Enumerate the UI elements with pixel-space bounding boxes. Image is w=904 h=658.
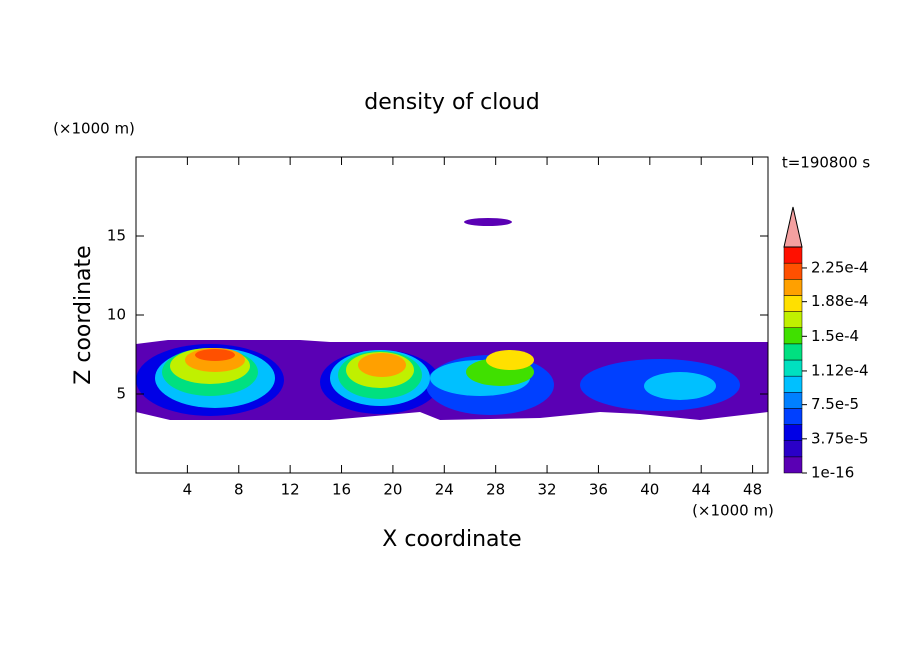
colorbar-band xyxy=(783,424,803,441)
x-tick-label: 32 xyxy=(538,481,557,499)
colorbar-tick-label: 1.88e-4 xyxy=(811,292,869,310)
x-tick-label: 48 xyxy=(743,481,762,499)
colorbar-tick-label: 1.5e-4 xyxy=(811,327,859,345)
colorbar-band xyxy=(783,311,803,328)
x-tick-label: 28 xyxy=(486,481,505,499)
colorbar-tick-label: 1e-16 xyxy=(811,464,854,482)
colorbar-band xyxy=(783,440,803,458)
plot-frame xyxy=(135,156,769,474)
x-tick-label: 40 xyxy=(640,481,659,499)
chart-title: density of cloud xyxy=(364,90,539,115)
colorbar-band xyxy=(783,343,803,361)
colorbar-tick-label: 1.12e-4 xyxy=(811,361,869,379)
colorbar-tick-label: 2.25e-4 xyxy=(811,258,869,276)
colorbar-band xyxy=(783,359,803,377)
colorbar-band xyxy=(783,375,803,393)
colorbar-band xyxy=(783,279,803,296)
x-axis-label: X coordinate xyxy=(382,527,521,552)
x-tick-label: 8 xyxy=(234,481,244,499)
colorbar-band xyxy=(783,262,803,280)
x-unit: (×1000 m) xyxy=(692,502,774,520)
x-tick-label: 36 xyxy=(589,481,608,499)
colorbar-tick-label: 3.75e-5 xyxy=(811,429,869,447)
colorbar-band xyxy=(783,456,803,474)
x-tick-label: 20 xyxy=(383,481,402,499)
x-tick-label: 44 xyxy=(692,481,711,499)
y-tick-label: 10 xyxy=(107,306,126,324)
x-tick-label: 4 xyxy=(183,481,193,499)
x-tick-label: 12 xyxy=(281,481,300,499)
colorbar-band xyxy=(783,246,803,264)
y-tick-label: 15 xyxy=(107,227,126,245)
colorbar-band xyxy=(783,295,803,312)
colorbar-extend xyxy=(783,206,803,248)
x-tick-label: 16 xyxy=(332,481,351,499)
colorbar-band xyxy=(783,327,803,345)
colorbar-tick-label: 7.5e-5 xyxy=(811,395,859,413)
x-tick-label: 24 xyxy=(435,481,454,499)
colorbar-band xyxy=(783,392,803,409)
time-label: t=190800 s xyxy=(782,154,870,172)
y-tick-label: 5 xyxy=(116,385,126,403)
contour-field xyxy=(136,218,768,420)
colorbar-band xyxy=(783,408,803,425)
y-unit: (×1000 m) xyxy=(53,120,135,138)
y-axis-label: Z coordinate xyxy=(71,245,96,384)
